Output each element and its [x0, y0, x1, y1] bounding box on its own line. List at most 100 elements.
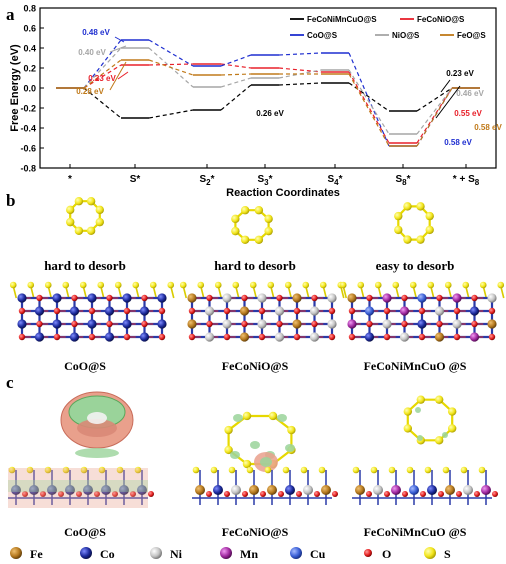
connector — [148, 63, 194, 66]
atom-co — [157, 293, 167, 303]
atom-s — [425, 225, 434, 235]
atom-s — [86, 226, 96, 235]
atom-s — [374, 281, 382, 289]
atom-o — [36, 320, 43, 328]
structure-label: FeCoNiO@S — [222, 359, 289, 373]
atom-mn — [452, 293, 462, 303]
legend-label: CoO@S — [307, 31, 338, 40]
atom-s — [264, 226, 273, 236]
atom-ni — [452, 319, 462, 329]
x-axis-label: Reaction Coordinates — [226, 187, 340, 199]
atom-co — [87, 319, 97, 329]
atom-ni — [231, 485, 241, 495]
annotation-arrow — [109, 45, 127, 53]
connector — [83, 64, 122, 89]
atom-s — [282, 466, 290, 474]
atom-s — [62, 466, 70, 474]
atom-o — [328, 307, 336, 315]
surface-slab — [352, 466, 498, 505]
atom-o — [224, 491, 230, 497]
atom-o — [383, 307, 391, 315]
atom-o — [53, 307, 61, 315]
connector — [278, 52, 322, 56]
slab — [339, 281, 505, 342]
charge-accumulation — [285, 444, 295, 452]
chart-legend: FeCoNiMnCuO@S FeCoNiO@S CoO@S NiO@S FeO@S — [290, 15, 486, 40]
connector — [416, 87, 453, 147]
atom-o — [293, 333, 301, 341]
atom-o — [188, 307, 196, 315]
atom-co — [213, 485, 223, 495]
annotation-arrow — [117, 71, 129, 80]
charge-accumulation — [250, 441, 260, 449]
connector — [148, 109, 194, 119]
atom-s — [268, 411, 278, 421]
legend-element-label: Ni — [170, 547, 183, 561]
s8-bond — [234, 209, 270, 241]
atom-o — [348, 307, 356, 315]
atom-o — [258, 307, 266, 315]
connector — [148, 59, 194, 76]
atom-s — [27, 281, 35, 289]
atom-co — [104, 332, 115, 342]
x-tick-label: * — [68, 174, 72, 185]
atom-ni — [373, 485, 383, 495]
atom-o — [53, 333, 61, 341]
atom-s — [66, 217, 75, 227]
charge-accumulation — [8, 480, 148, 492]
atom-o — [436, 320, 443, 328]
charge-accumulation — [260, 457, 272, 467]
atom-o — [258, 333, 266, 341]
s8-bond — [397, 205, 431, 241]
legend-element-label: S — [444, 547, 451, 561]
legend-label: FeO@S — [457, 31, 486, 40]
atom-s — [134, 466, 142, 474]
panel-c-charge-density: CoO@S FeCoNiO@S FeCoNiMnCuO @S — [8, 391, 498, 539]
atom-o — [58, 491, 64, 497]
x-tick-label: S8* — [395, 174, 410, 187]
atom-s — [197, 281, 205, 289]
atom-o — [328, 333, 336, 341]
atom-co — [417, 319, 427, 329]
atom-ni — [204, 332, 215, 342]
atom-o — [260, 491, 266, 497]
atom-s — [416, 395, 426, 404]
y-axis-label: Free Energy (eV) — [9, 44, 21, 132]
atom-ni — [327, 293, 337, 303]
atom-ni — [222, 319, 232, 329]
atom-fe — [487, 319, 497, 329]
atom-o — [311, 294, 318, 302]
atom-co — [285, 485, 295, 495]
atom-s — [357, 281, 365, 289]
atom-ni — [399, 332, 410, 342]
atom-o — [88, 333, 96, 341]
atom-s — [462, 281, 470, 289]
atom-s — [416, 202, 425, 211]
atom-fe — [347, 293, 357, 303]
atom-mn — [469, 332, 480, 342]
atom-s — [228, 466, 236, 474]
atom-ni — [257, 319, 267, 329]
atom-s — [80, 466, 88, 474]
atom-s — [192, 466, 200, 474]
atom-o — [366, 491, 372, 497]
atom-s — [210, 466, 218, 474]
desorb-label: easy to desorb — [376, 258, 455, 273]
atom-s — [409, 281, 417, 289]
atom-s — [352, 466, 360, 474]
atom-o — [123, 307, 131, 315]
desorb-label: hard to desorb — [214, 258, 296, 273]
atom-s — [267, 281, 275, 289]
atom-o — [123, 333, 131, 341]
atom-co — [52, 293, 62, 303]
atom-s — [479, 281, 487, 289]
atom-ni — [309, 332, 320, 342]
atom-s — [62, 281, 70, 289]
atom-o — [401, 294, 408, 302]
structure-label: CoO@S — [64, 359, 106, 373]
legend-label: FeCoNiMnCuO@S — [307, 15, 377, 24]
atom-fe — [445, 485, 455, 495]
atom-o — [474, 491, 480, 497]
element-legend: Fe Co Ni Mn Cu O S — [10, 547, 451, 561]
atom-mn — [481, 485, 491, 495]
